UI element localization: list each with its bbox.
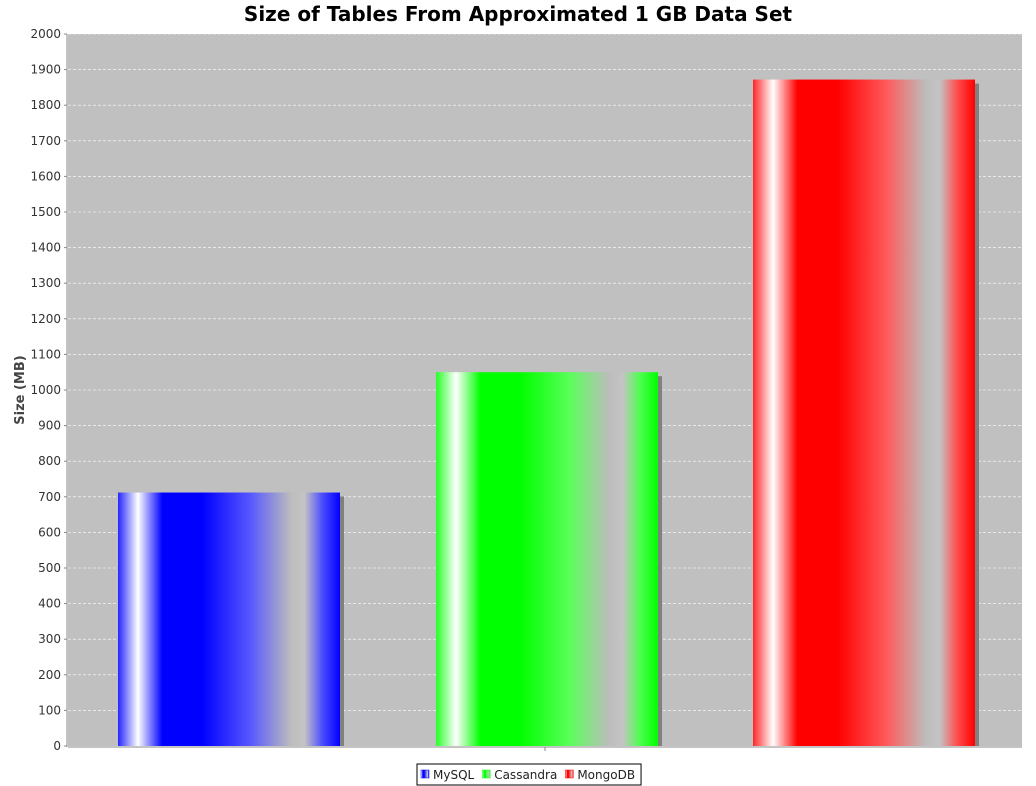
bars bbox=[118, 79, 979, 747]
y-tick-label: 1300 bbox=[30, 276, 61, 290]
legend-label-mysql: MySQL bbox=[433, 768, 475, 782]
y-tick-label: 1100 bbox=[30, 347, 61, 361]
y-tick-label: 100 bbox=[38, 703, 61, 717]
y-tick-label: 1900 bbox=[30, 63, 61, 77]
y-tick-label: 600 bbox=[38, 525, 61, 539]
bar-mongodb bbox=[753, 79, 975, 747]
legend-swatch-mysql bbox=[420, 769, 430, 779]
chart-title: Size of Tables From Approximated 1 GB Da… bbox=[244, 2, 793, 26]
y-tick-label: 1200 bbox=[30, 312, 61, 326]
y-tick-label: 200 bbox=[38, 668, 61, 682]
legend-box bbox=[416, 763, 642, 786]
legend-label-mongodb: MongoDB bbox=[577, 768, 635, 782]
legend-swatch-cassandra bbox=[481, 769, 491, 779]
y-tick-label: 700 bbox=[38, 490, 61, 504]
y-tick-label: 300 bbox=[38, 632, 61, 646]
y-axis-label: Size (MB) bbox=[13, 355, 28, 424]
y-tick-label: 500 bbox=[38, 561, 61, 575]
y-tick-label: 1000 bbox=[30, 383, 61, 397]
y-tick-label: 2000 bbox=[30, 27, 61, 41]
bar-cassandra bbox=[436, 372, 658, 746]
y-tick-label: 800 bbox=[38, 454, 61, 468]
y-tick-label: 1800 bbox=[30, 98, 61, 112]
y-tick-label: 400 bbox=[38, 597, 61, 611]
legend-label-cassandra: Cassandra bbox=[494, 768, 557, 782]
y-tick-label: 1400 bbox=[30, 241, 61, 255]
y-tick-label: 0 bbox=[53, 739, 61, 753]
legend-swatch-mongodb bbox=[565, 769, 574, 779]
y-tick-label: 1500 bbox=[30, 205, 61, 219]
legend: MySQL Cassandra MongoDB bbox=[416, 763, 642, 786]
y-axis-ticks: 0 100 200 300 400 500 600 700 800 900 1000 1100 1200… bbox=[30, 27, 67, 753]
y-tick-label: 1600 bbox=[30, 169, 61, 183]
bar-mysql bbox=[118, 492, 340, 746]
y-tick-label: 900 bbox=[38, 419, 61, 433]
y-tick-label: 1700 bbox=[30, 134, 61, 148]
